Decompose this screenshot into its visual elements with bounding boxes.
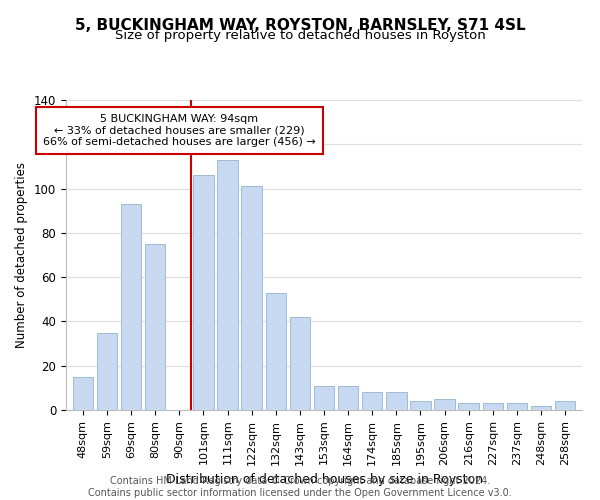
Bar [531, 406, 551, 410]
Bar [434, 399, 455, 410]
Bar [73, 377, 93, 410]
Bar [314, 386, 334, 410]
Text: Contains HM Land Registry data © Crown copyright and database right 2024.
Contai: Contains HM Land Registry data © Crown c… [88, 476, 512, 498]
Bar [97, 332, 117, 410]
Bar [338, 386, 358, 410]
Bar [410, 401, 431, 410]
Bar [266, 292, 286, 410]
Text: 5 BUCKINGHAM WAY: 94sqm
← 33% of detached houses are smaller (229)
66% of semi-d: 5 BUCKINGHAM WAY: 94sqm ← 33% of detache… [43, 114, 316, 147]
Bar [121, 204, 142, 410]
Text: 5, BUCKINGHAM WAY, ROYSTON, BARNSLEY, S71 4SL: 5, BUCKINGHAM WAY, ROYSTON, BARNSLEY, S7… [74, 18, 526, 32]
Bar [290, 317, 310, 410]
X-axis label: Distribution of detached houses by size in Royston: Distribution of detached houses by size … [166, 473, 482, 486]
Bar [217, 160, 238, 410]
Text: Size of property relative to detached houses in Royston: Size of property relative to detached ho… [115, 29, 485, 42]
Bar [482, 404, 503, 410]
Bar [362, 392, 382, 410]
Bar [458, 404, 479, 410]
Y-axis label: Number of detached properties: Number of detached properties [16, 162, 28, 348]
Bar [241, 186, 262, 410]
Bar [506, 404, 527, 410]
Bar [555, 401, 575, 410]
Bar [386, 392, 407, 410]
Bar [193, 176, 214, 410]
Bar [145, 244, 166, 410]
